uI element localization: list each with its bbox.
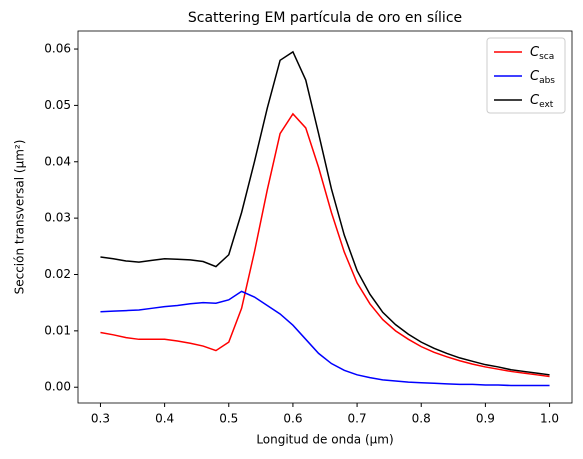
y-tick-label: 0.00 bbox=[44, 380, 71, 394]
y-tick-label: 0.03 bbox=[44, 211, 71, 225]
y-axis-label: Sección transversal (μm²) bbox=[13, 140, 27, 295]
y-tick-label: 0.06 bbox=[44, 42, 71, 56]
legend-label: Cext bbox=[530, 93, 554, 110]
series-line bbox=[100, 112, 550, 378]
legend-symbol: C bbox=[530, 93, 540, 108]
legend-box bbox=[486, 37, 566, 114]
series-line bbox=[100, 50, 550, 376]
legend-symbol: C bbox=[530, 69, 540, 84]
y-tick-label: 0.04 bbox=[44, 154, 71, 168]
chart-title: Scattering EM partícula de oro en sílice bbox=[188, 10, 462, 26]
y-tick-label: 0.01 bbox=[44, 323, 71, 337]
y-tick-label: 0.02 bbox=[44, 267, 71, 281]
x-tick-label: 0.7 bbox=[348, 412, 367, 426]
legend-symbol: C bbox=[530, 45, 540, 60]
x-tick-label: 0.9 bbox=[476, 412, 495, 426]
x-tick-label: 0.6 bbox=[283, 412, 302, 426]
x-tick-label: 0.8 bbox=[412, 412, 431, 426]
x-tick-label: 0.3 bbox=[91, 412, 110, 426]
legend-subscript: abs bbox=[539, 76, 555, 86]
axes-frame bbox=[77, 30, 573, 404]
legend-subscript: ext bbox=[539, 100, 554, 110]
legend-subscript: sca bbox=[539, 52, 554, 62]
y-tick-label: 0.05 bbox=[44, 98, 71, 112]
x-axis-label: Longitud de onda (μm) bbox=[256, 433, 393, 447]
series-line bbox=[100, 290, 550, 387]
legend-label: Csca bbox=[530, 45, 554, 62]
x-tick-label: 1.0 bbox=[540, 412, 559, 426]
x-tick-label: 0.4 bbox=[155, 412, 174, 426]
legend-label: Cabs bbox=[530, 69, 555, 86]
x-tick-label: 0.5 bbox=[219, 412, 238, 426]
